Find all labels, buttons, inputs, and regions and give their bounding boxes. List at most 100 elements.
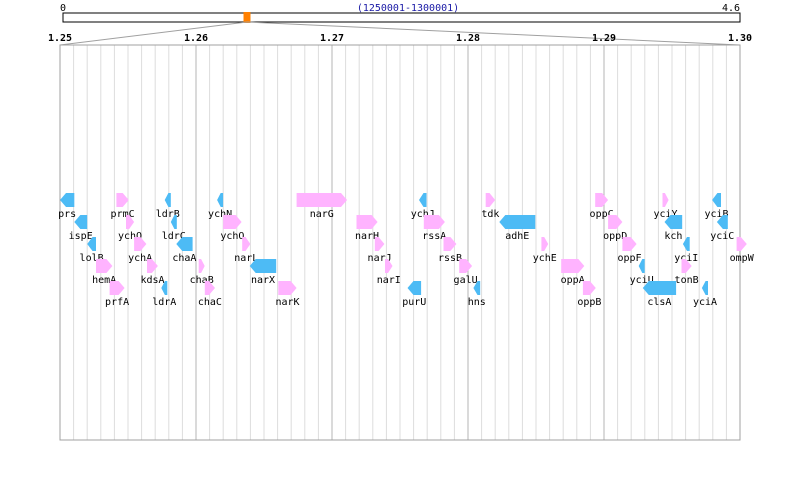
gene-prmC[interactable]: prmC: [111, 193, 135, 220]
gene-rssB[interactable]: rssB: [438, 237, 462, 264]
gene-label[interactable]: lolB: [80, 253, 104, 264]
gene-label[interactable]: ompW: [730, 253, 755, 264]
gene-arrow[interactable]: [681, 259, 692, 273]
gene-label[interactable]: hns: [468, 297, 486, 308]
gene-arrow[interactable]: [134, 237, 147, 251]
gene-yciU[interactable]: yciU: [630, 259, 654, 286]
gene-label[interactable]: prfA: [105, 297, 129, 308]
gene-label[interactable]: narX: [251, 275, 275, 286]
gene-galU[interactable]: galU: [454, 259, 478, 286]
gene-arrow[interactable]: [96, 259, 113, 273]
gene-oppF[interactable]: oppF: [617, 237, 642, 264]
gene-label[interactable]: ychA: [128, 253, 152, 264]
gene-oppC[interactable]: oppC: [590, 193, 614, 220]
gene-label[interactable]: ychJ: [411, 209, 435, 220]
gene-arrow[interactable]: [582, 281, 596, 295]
gene-label[interactable]: ychO: [220, 231, 244, 242]
gene-label[interactable]: rssA: [422, 231, 446, 242]
gene-label[interactable]: galU: [454, 275, 478, 286]
gene-arrow[interactable]: [116, 193, 129, 207]
gene-label[interactable]: rssB: [438, 253, 462, 264]
gene-chaC[interactable]: chaC: [198, 281, 222, 308]
gene-label[interactable]: narL: [234, 253, 258, 264]
gene-label[interactable]: narG: [310, 209, 334, 220]
gene-yciY[interactable]: yciY: [653, 193, 678, 220]
gene-arrow[interactable]: [419, 193, 427, 207]
gene-label[interactable]: ychQ: [118, 231, 142, 242]
gene-arrow[interactable]: [204, 281, 215, 295]
overview-position-marker[interactable]: [243, 12, 251, 23]
gene-ychN[interactable]: ychN: [208, 193, 232, 220]
gene-lolB[interactable]: lolB: [80, 237, 104, 264]
gene-arrow[interactable]: [176, 237, 193, 251]
gene-arrow[interactable]: [223, 215, 242, 229]
gene-arrow[interactable]: [126, 215, 135, 229]
gene-oppB[interactable]: oppB: [577, 281, 601, 308]
gene-arrow[interactable]: [459, 259, 473, 273]
gene-rssA[interactable]: rssA: [422, 215, 446, 242]
gene-arrow[interactable]: [595, 193, 609, 207]
gene-arrow[interactable]: [561, 259, 585, 273]
gene-arrow[interactable]: [296, 193, 347, 207]
gene-arrow[interactable]: [170, 215, 177, 229]
gene-tdk[interactable]: tdk: [481, 193, 499, 220]
gene-label[interactable]: tonB: [675, 275, 699, 286]
gene-label[interactable]: purU: [402, 297, 426, 308]
gene-label[interactable]: oppB: [577, 297, 601, 308]
gene-label[interactable]: ispE: [69, 231, 93, 242]
gene-narX[interactable]: narX: [249, 259, 277, 286]
gene-arrow[interactable]: [87, 237, 96, 251]
gene-label[interactable]: yciI: [674, 253, 698, 264]
gene-arrow[interactable]: [242, 237, 251, 251]
gene-narL[interactable]: narL: [234, 237, 258, 264]
gene-arrow[interactable]: [712, 193, 721, 207]
gene-ldrA[interactable]: ldrA: [152, 281, 176, 308]
gene-ispE[interactable]: ispE: [69, 215, 93, 242]
gene-yciB[interactable]: yciB: [704, 193, 729, 220]
gene-arrow[interactable]: [473, 281, 481, 295]
gene-arrow[interactable]: [374, 237, 385, 251]
gene-clsA[interactable]: clsA: [642, 281, 677, 308]
gene-arrow[interactable]: [217, 193, 224, 207]
gene-label[interactable]: chaA: [172, 253, 196, 264]
gene-arrow[interactable]: [608, 215, 623, 229]
gene-chaB[interactable]: chaB: [190, 259, 214, 286]
gene-arrow[interactable]: [147, 259, 158, 273]
gene-arrow[interactable]: [662, 193, 669, 207]
gene-arrow[interactable]: [485, 193, 496, 207]
gene-arrow[interactable]: [638, 259, 645, 273]
gene-label[interactable]: adhE: [505, 231, 529, 242]
gene-hemA[interactable]: hemA: [92, 259, 116, 286]
gene-kdsA[interactable]: kdsA: [140, 259, 165, 286]
gene-label[interactable]: chaB: [190, 275, 214, 286]
gene-label[interactable]: chaC: [198, 297, 222, 308]
gene-label[interactable]: prmC: [111, 209, 135, 220]
gene-hns[interactable]: hns: [468, 281, 486, 308]
gene-arrow[interactable]: [164, 193, 171, 207]
gene-ompW[interactable]: ompW: [730, 237, 755, 264]
gene-yciC[interactable]: yciC: [710, 215, 734, 242]
gene-label[interactable]: yciU: [630, 275, 654, 286]
gene-arrow[interactable]: [736, 237, 747, 251]
gene-arrow[interactable]: [701, 281, 708, 295]
gene-prs[interactable]: prs: [58, 193, 76, 220]
gene-arrow[interactable]: [716, 215, 728, 229]
gene-label[interactable]: yciY: [653, 209, 677, 220]
gene-label[interactable]: yciB: [704, 209, 728, 220]
gene-arrow[interactable]: [622, 237, 637, 251]
gene-narJ[interactable]: narJ: [368, 237, 392, 264]
gene-arrow[interactable]: [642, 281, 677, 295]
gene-arrow[interactable]: [499, 215, 536, 229]
gene-purU[interactable]: purU: [402, 281, 426, 308]
gene-label[interactable]: clsA: [647, 297, 671, 308]
gene-arrow[interactable]: [278, 281, 297, 295]
gene-arrow[interactable]: [407, 281, 422, 295]
gene-arrow[interactable]: [664, 215, 683, 229]
gene-label[interactable]: oppD: [603, 231, 627, 242]
gene-label[interactable]: kdsA: [140, 275, 164, 286]
gene-narK[interactable]: narK: [275, 281, 300, 308]
gene-arrow[interactable]: [74, 215, 88, 229]
gene-ldrB[interactable]: ldrB: [156, 193, 180, 220]
gene-arrow[interactable]: [249, 259, 277, 273]
gene-label[interactable]: narI: [377, 275, 401, 286]
